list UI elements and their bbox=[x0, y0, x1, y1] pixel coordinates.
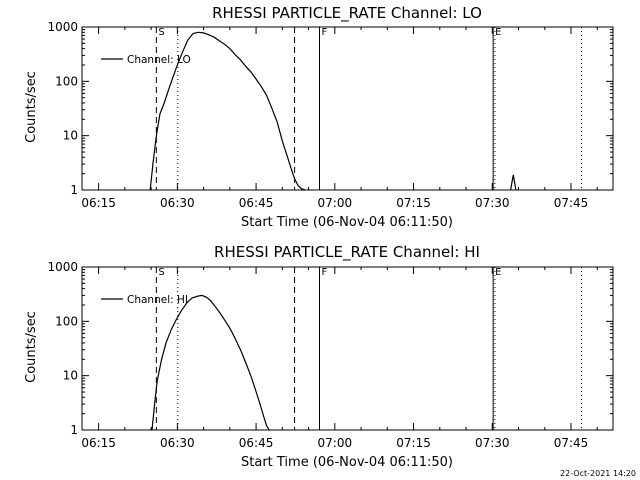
chart-title: RHESSI PARTICLE_RATE Channel: HI bbox=[214, 243, 480, 262]
series-line bbox=[151, 294, 270, 431]
y-tick-label: 1000 bbox=[47, 20, 78, 34]
plot-frame bbox=[81, 26, 614, 191]
legend-label: Channel: HI bbox=[127, 294, 188, 306]
y-tick-label: 1000 bbox=[47, 260, 78, 274]
chart-title: RHESSI PARTICLE_RATE Channel: LO bbox=[212, 4, 482, 23]
x-tick-label: 06:30 bbox=[160, 436, 195, 450]
y-tick-label: 100 bbox=[55, 74, 78, 88]
plot-frame bbox=[81, 266, 614, 431]
x-tick-label: 07:15 bbox=[396, 196, 431, 210]
x-tick-label: 07:30 bbox=[475, 436, 510, 450]
x-tick-label: 07:15 bbox=[396, 436, 431, 450]
event-marker-label: E bbox=[495, 27, 501, 38]
event-marker-label: S bbox=[158, 27, 164, 38]
series-line bbox=[510, 174, 517, 191]
x-tick-label: 07:45 bbox=[554, 436, 589, 450]
y-tick-label: 10 bbox=[63, 369, 78, 383]
x-tick-label: 07:45 bbox=[554, 196, 589, 210]
panel-hi: RHESSI PARTICLE_RATE Channel: HI Start T… bbox=[24, 243, 614, 470]
event-marker-label: E bbox=[495, 267, 501, 278]
series-line bbox=[149, 31, 306, 191]
y-tick-label: 100 bbox=[55, 314, 78, 328]
y-tick-label: 1 bbox=[70, 183, 78, 197]
event-marker-label: F bbox=[322, 267, 328, 278]
event-marker-label: S bbox=[158, 267, 164, 278]
x-tick-label: 06:15 bbox=[81, 436, 116, 450]
y-axis-label: Counts/sec bbox=[24, 71, 39, 143]
y-tick-label: 1 bbox=[70, 423, 78, 437]
x-tick-label: 06:15 bbox=[81, 196, 116, 210]
plot-area: 06:15 06:30 06:45 07:00 07:15 07:30 07:45 1 10 10… bbox=[47, 20, 614, 210]
footer-timestamp: 22-Oct-2021 14:20 bbox=[560, 469, 636, 478]
x-axis-label: Start Time (06-Nov-04 06:11:50) bbox=[241, 215, 453, 230]
plot-area: 06:15 06:30 06:45 07:00 07:15 07:30 07:45 1 10 10… bbox=[47, 260, 614, 450]
y-axis-label: Counts/sec bbox=[24, 311, 39, 383]
y-tick-label: 10 bbox=[63, 129, 78, 143]
panel-lo: RHESSI PARTICLE_RATE Channel: LO Start T… bbox=[24, 4, 614, 230]
x-tick-label: 07:00 bbox=[318, 196, 353, 210]
x-tick-label: 06:30 bbox=[160, 196, 195, 210]
event-marker-label: F bbox=[322, 27, 328, 38]
x-tick-label: 07:30 bbox=[475, 196, 510, 210]
x-tick-label: 06:45 bbox=[239, 196, 274, 210]
x-axis-label: Start Time (06-Nov-04 06:11:50) bbox=[241, 455, 453, 470]
x-tick-label: 06:45 bbox=[239, 436, 274, 450]
legend-label: Channel: LO bbox=[127, 54, 191, 66]
x-tick-label: 07:00 bbox=[318, 436, 353, 450]
